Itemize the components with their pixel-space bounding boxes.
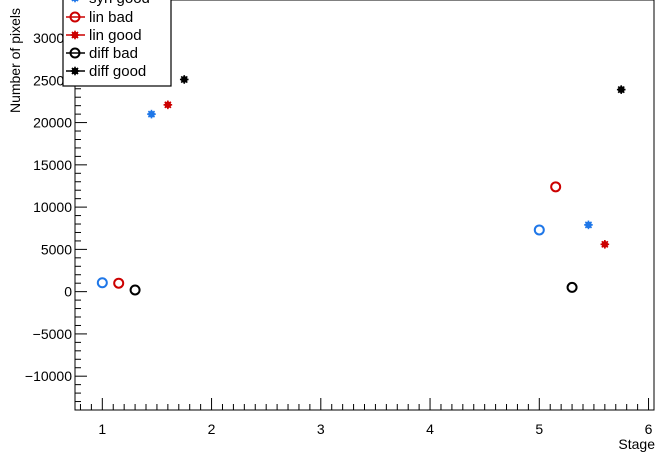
legend-label-diff-bad: diff bad (89, 45, 138, 62)
star-spoke (180, 75, 188, 84)
point-diff-good (616, 85, 626, 94)
legend-marker-lin-bad (69, 11, 81, 23)
star-spoke (75, 0, 79, 2)
point-diff-bad (129, 284, 141, 296)
legend-label-lin-good: lin good (89, 27, 142, 44)
y-tick-label: 15000 (33, 157, 72, 173)
y-tick-label: 5000 (41, 241, 72, 257)
x-tick-label: 4 (426, 421, 434, 437)
point-diff-bad (566, 281, 578, 293)
star-spoke (71, 0, 75, 2)
star-spoke (584, 221, 593, 229)
point-diff-good (179, 75, 189, 84)
star-spoke (71, 31, 79, 39)
star-spoke (147, 110, 156, 118)
point-lin-bad (113, 277, 125, 289)
x-axis: 1 2 3 4 5 6 (79, 398, 653, 437)
y-axis-title: Number of pixels (7, 8, 23, 113)
data-points (96, 75, 626, 296)
point-lin-bad (550, 181, 562, 193)
x-tick-label: 6 (645, 421, 653, 437)
y-tick-label: −10000 (25, 368, 72, 384)
legend-marker-syn-good (71, 0, 79, 3)
x-axis-title: Stage (618, 436, 655, 452)
star-spoke (164, 101, 172, 109)
point-syn-bad (96, 277, 108, 289)
point-syn-good (147, 109, 156, 119)
y-tick-label: −5000 (33, 326, 73, 342)
legend-label-lin-bad: lin bad (89, 9, 133, 26)
point-syn-good (584, 220, 593, 230)
y-tick-label: 20000 (33, 115, 72, 131)
legend-label-syn-good: syn good (89, 0, 150, 7)
legend-label-diff-good: diff good (89, 63, 146, 80)
legend-marker-diff-bad (69, 47, 81, 59)
star-spoke (71, 67, 79, 75)
point-syn-bad (533, 224, 545, 236)
star-spoke (601, 240, 609, 248)
x-tick-label: 5 (535, 421, 543, 437)
legend-marker-lin-good (70, 30, 80, 40)
legend-marker-diff-good (70, 66, 80, 76)
y-tick-label: 0 (64, 284, 72, 300)
x-tick-label: 1 (98, 421, 106, 437)
point-lin-good (600, 240, 610, 249)
y-tick-label: 10000 (33, 199, 72, 215)
point-lin-good (163, 100, 173, 110)
x-tick-label: 2 (208, 421, 216, 437)
star-spoke (617, 86, 625, 94)
x-tick-label: 3 (317, 421, 325, 437)
